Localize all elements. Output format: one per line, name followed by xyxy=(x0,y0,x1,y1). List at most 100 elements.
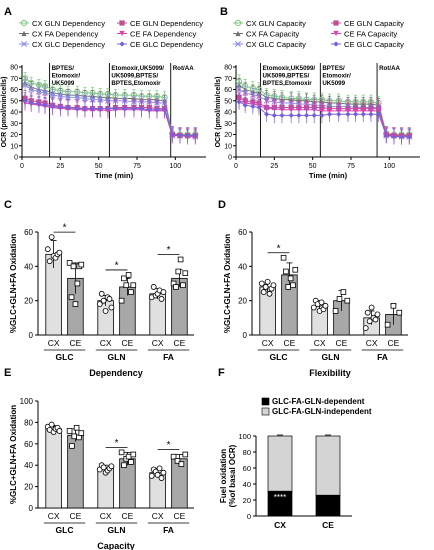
data-point xyxy=(128,459,134,465)
data-point xyxy=(57,93,64,100)
legend-label: CX GLN Capacity xyxy=(246,19,306,28)
data-point xyxy=(399,134,405,140)
y-axis-label: Fuel oxidation xyxy=(219,449,228,503)
data-point xyxy=(42,102,48,108)
data-point xyxy=(73,424,80,431)
data-point xyxy=(296,112,302,118)
x-tick-label: 100 xyxy=(383,163,395,170)
legend-label: CX GLC Dependency xyxy=(32,40,105,49)
data-point xyxy=(242,102,248,108)
data-point xyxy=(173,284,179,290)
x-tick-label: 75 xyxy=(133,163,141,170)
y-tick-label: 100 xyxy=(20,397,34,406)
bar-label: CE xyxy=(336,338,348,348)
bar-segment xyxy=(267,435,293,492)
injection-label: UK5099,BPTES/ xyxy=(111,73,158,80)
data-point xyxy=(154,471,161,478)
injection-label: BPTES/ xyxy=(52,65,75,72)
legend-marker xyxy=(333,20,339,26)
data-point xyxy=(118,449,125,456)
bar-label: CE xyxy=(122,511,134,521)
bar-label: CX xyxy=(314,338,326,348)
data-point xyxy=(178,461,185,467)
bar-label: CX xyxy=(100,511,112,521)
data-point xyxy=(390,303,397,309)
bar-label: CE xyxy=(70,338,82,348)
x-axis-label: Flexibility xyxy=(309,368,351,378)
data-point xyxy=(374,311,381,318)
injection-label: BPTES,Etomoxir xyxy=(111,80,161,87)
data-point xyxy=(44,246,51,253)
data-point xyxy=(391,134,397,140)
data-point xyxy=(125,272,132,278)
panel-letter: A xyxy=(4,6,12,18)
y-tick-label: 80 xyxy=(243,448,251,457)
legend-marker xyxy=(21,41,27,47)
data-point xyxy=(287,275,294,282)
data-point xyxy=(160,289,167,295)
data-point xyxy=(122,106,128,112)
y-tick-label: 40 xyxy=(24,461,33,470)
y-tick-label: 20 xyxy=(24,297,33,306)
injection-label: Etomoxir,UK5099/ xyxy=(111,65,164,72)
data-point xyxy=(121,275,127,282)
data-point xyxy=(192,133,198,139)
data-point xyxy=(279,112,285,118)
data-point xyxy=(345,111,351,117)
data-point xyxy=(48,234,55,241)
bar-label: CX xyxy=(48,338,60,348)
injection-label: UK5099,BPTES/ xyxy=(263,73,310,80)
panel-C: C 0 20 40 60 %GLC+GLN+FA Oxidation CX CE * GLC CX C… xyxy=(4,199,194,378)
data-point xyxy=(150,284,157,290)
y-tick-label: 60 xyxy=(10,87,18,94)
data-point xyxy=(384,321,391,328)
data-point xyxy=(108,304,115,311)
data-point xyxy=(158,296,165,302)
x-tick-label: 50 xyxy=(309,163,317,170)
data-point xyxy=(264,278,271,285)
y-tick-label: 100 xyxy=(238,432,251,441)
data-point xyxy=(130,451,137,458)
series xyxy=(236,93,412,145)
y-tick-label: 60 xyxy=(24,228,33,237)
bar-segment xyxy=(315,435,341,496)
group-label: GLN xyxy=(108,352,126,362)
legend-label: CX FA Capacity xyxy=(246,30,299,39)
data-point xyxy=(336,111,342,117)
legend-marker xyxy=(119,20,125,26)
data-point xyxy=(148,472,155,479)
panel-letter: E xyxy=(4,367,11,379)
data-point xyxy=(131,106,137,112)
data-point xyxy=(78,261,85,268)
data-point xyxy=(364,309,371,316)
data-point xyxy=(66,428,73,434)
panel-D: D 0 20 40 60 %GLC+GLN+FA Oxidation CX CE * GLC CX C… xyxy=(218,199,408,378)
legend-marker xyxy=(333,41,339,47)
y-tick-label: 20 xyxy=(238,297,247,306)
y-tick-label: 50 xyxy=(10,98,18,105)
data-point xyxy=(102,308,109,314)
y-tick-label: 40 xyxy=(224,110,232,117)
data-point xyxy=(270,282,277,289)
legend-label: CE FA Dependency xyxy=(130,30,196,39)
legend-marker xyxy=(235,41,241,47)
data-point xyxy=(256,104,262,111)
y-tick-label: 50 xyxy=(224,98,232,105)
data-point xyxy=(154,107,160,113)
data-point xyxy=(262,284,269,290)
data-point xyxy=(28,86,35,93)
data-point xyxy=(130,282,137,289)
x-tick-label: 25 xyxy=(270,163,278,170)
injection-label: Rot/AA xyxy=(173,65,194,72)
data-point xyxy=(100,464,107,471)
bar-label: CX xyxy=(152,338,164,348)
data-point xyxy=(344,297,351,304)
panel-letter: B xyxy=(220,6,228,18)
legend-label: GLC-FA-GLN-dependent xyxy=(272,397,365,406)
data-point xyxy=(366,318,373,325)
y-tick-label: 80 xyxy=(24,418,33,427)
group-label: FA xyxy=(163,525,174,535)
y-axis-label: %GLC+GLN+FA Oxidation xyxy=(9,405,18,504)
